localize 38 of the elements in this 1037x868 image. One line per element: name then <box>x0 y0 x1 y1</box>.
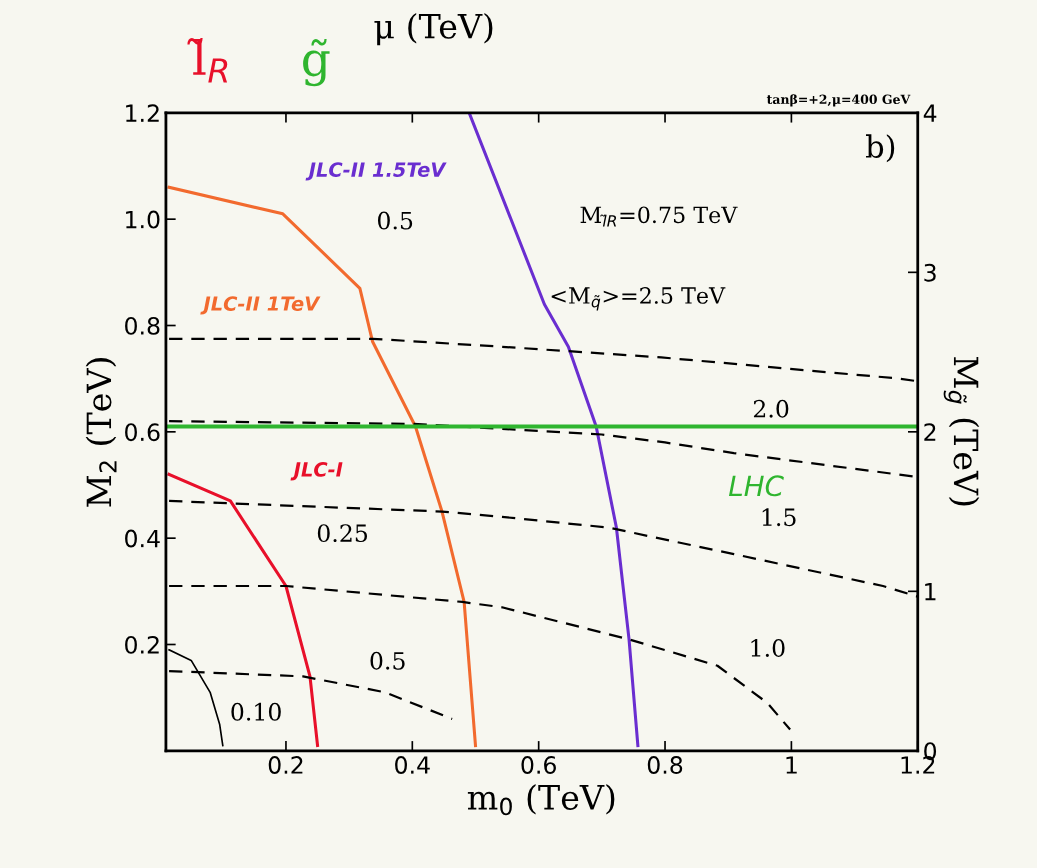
annotation: 0.10 <box>231 702 281 721</box>
y2-tick-label: 4 <box>923 104 937 122</box>
x-tick-label: 0.8 <box>647 756 683 774</box>
line-series <box>167 584 792 731</box>
y2-axis-title: M$_{g̃}$ (TeV) <box>943 356 980 506</box>
annotation: 0.25 <box>317 524 368 543</box>
x-axis-title: m$_{0}$ (TeV) <box>467 784 615 816</box>
annotation: 1.5 <box>762 508 796 527</box>
annotation: 0.5 <box>370 651 405 670</box>
y2-tick-label: 3 <box>924 263 936 282</box>
line-series <box>167 185 478 748</box>
y2-tick-label: 2 <box>924 423 936 441</box>
x-tick-label: 0.2 <box>268 756 303 774</box>
y-tick-label: 0.2 <box>125 635 159 654</box>
y-tick-label: 0.8 <box>125 316 160 335</box>
text: l̃$_{R}$ <box>187 38 228 83</box>
y2-tick-label: 1 <box>925 583 936 601</box>
y-tick-label: 0.6 <box>125 423 160 442</box>
y-tick-label: 1.0 <box>126 210 160 229</box>
text: μ (TeV) <box>374 13 493 46</box>
text: JLC-II 1.5TeV <box>305 162 447 181</box>
annotation: M$_{l̃R}$=0.75 TeV <box>580 206 738 227</box>
y-tick-label: 0.4 <box>125 529 160 548</box>
y-tick-label: 1.2 <box>126 104 159 122</box>
annotation: b) <box>866 134 895 163</box>
text: tanβ=+2,μ=400 GeV <box>766 94 911 107</box>
ref-line-label: LHC <box>728 475 784 497</box>
text: JLC-I <box>290 462 343 481</box>
series-label: JLC-II 1TeV <box>200 296 321 315</box>
x-tick-label: 0.6 <box>521 756 556 774</box>
annotation: <M$_{q̃}$>=2.5 TeV <box>551 287 726 311</box>
y-axis-title: M$_{2}$ (TeV) <box>85 358 117 507</box>
x-tick-label: 0.4 <box>395 756 430 774</box>
annotation: 0.5 <box>377 211 413 230</box>
annotation: 1.0 <box>751 639 785 657</box>
x-tick-label: 1 <box>786 756 797 774</box>
text: g̃ <box>303 39 330 87</box>
annotation: 2.0 <box>753 399 789 418</box>
